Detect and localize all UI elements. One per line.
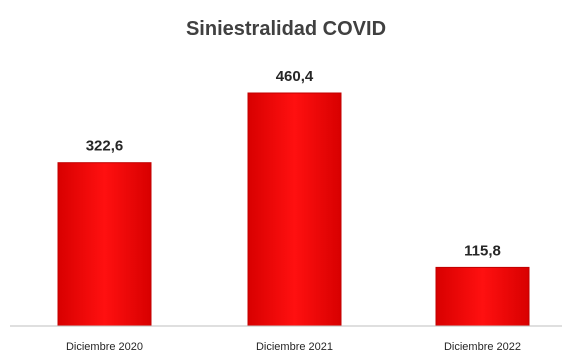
bar-1 bbox=[57, 162, 152, 327]
x-tick-label-3: Diciembre 2022 bbox=[444, 341, 521, 353]
bar-3 bbox=[435, 266, 530, 327]
chart-title: Siniestralidad COVID bbox=[186, 18, 386, 40]
x-tick-label-1: Diciembre 2020 bbox=[66, 341, 143, 353]
bar-2 bbox=[247, 92, 342, 327]
bars-group bbox=[57, 92, 530, 327]
data-label-1: 322,6 bbox=[86, 138, 124, 155]
labels-group: 322,6 Diciembre 2020 460,4 Diciembre 2021 11… bbox=[66, 68, 521, 353]
data-label-2: 460,4 bbox=[276, 68, 314, 85]
data-label-3: 115,8 bbox=[464, 242, 501, 259]
x-tick-label-2: Diciembre 2021 bbox=[256, 341, 333, 353]
